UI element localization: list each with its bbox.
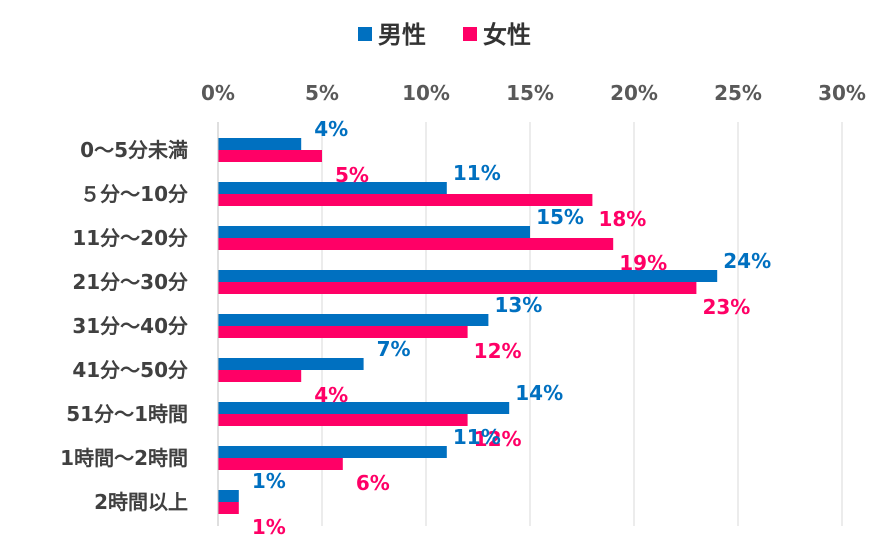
- category-label: 1時間～2時間: [60, 446, 188, 470]
- category-label: 11分～20分: [72, 226, 188, 250]
- bar-female: [218, 194, 593, 206]
- legend-marker-female: [463, 27, 477, 41]
- x-tick-label: 0%: [201, 81, 235, 105]
- data-label: 4%: [314, 383, 348, 407]
- data-label: 18%: [598, 207, 646, 231]
- data-label: 12%: [474, 427, 522, 451]
- bars: [218, 138, 718, 514]
- bar-female: [218, 326, 468, 338]
- x-tick-label: 25%: [714, 81, 762, 105]
- data-label: 11%: [453, 425, 501, 449]
- bar-female: [218, 370, 302, 382]
- data-label: 1%: [252, 515, 286, 539]
- bar-male: [218, 358, 364, 370]
- bar-female: [218, 282, 697, 294]
- legend: 男性 女性: [358, 21, 531, 49]
- x-tick-label: 15%: [506, 81, 554, 105]
- bar-male: [218, 226, 530, 238]
- x-tick-label: 30%: [818, 81, 866, 105]
- bar-female: [218, 414, 468, 426]
- category-label: 41分～50分: [72, 358, 188, 382]
- legend-label-female: 女性: [483, 21, 531, 49]
- x-tick-label: 10%: [402, 81, 450, 105]
- x-axis-ticks: 0% 5% 10% 15% 20% 25% 30%: [201, 81, 866, 105]
- data-label: 6%: [356, 471, 390, 495]
- data-label: 24%: [723, 249, 771, 273]
- category-label: ５分～10分: [80, 182, 188, 206]
- data-label: 19%: [619, 251, 667, 275]
- category-label: 51分～1時間: [66, 402, 188, 426]
- category-label: 21分～30分: [72, 270, 188, 294]
- bar-male: [218, 490, 239, 502]
- category-labels: 0～5分未満 ５分～10分 11分～20分 21分～30分 31分～40分 41分～50分…: [60, 138, 188, 514]
- data-label: 13%: [494, 293, 542, 317]
- legend-label-male: 男性: [378, 21, 426, 49]
- legend-marker-male: [358, 27, 372, 41]
- data-label: 23%: [702, 295, 750, 319]
- data-label: 14%: [515, 381, 563, 405]
- data-labels: 4%5% 11%18%15%19% 24%23%13%12%7%4% 14%12%11…: [252, 117, 771, 539]
- category-label: 0～5分未満: [80, 138, 188, 162]
- data-label: 1%: [252, 469, 286, 493]
- bar-male: [218, 314, 489, 326]
- x-tick-label: 20%: [610, 81, 658, 105]
- bar-male: [218, 270, 718, 282]
- bar-male: [218, 182, 447, 194]
- bar-male: [218, 446, 447, 458]
- x-tick-label: 5%: [305, 81, 339, 105]
- data-label: 5%: [335, 163, 369, 187]
- bar-female: [218, 458, 343, 470]
- data-label: 7%: [377, 337, 411, 361]
- bar-female: [218, 502, 239, 514]
- data-label: 11%: [453, 161, 501, 185]
- data-label: 4%: [314, 117, 348, 141]
- bar-female: [218, 238, 614, 250]
- data-label: 12%: [474, 339, 522, 363]
- bar-male: [218, 138, 302, 150]
- category-label: 2時間以上: [94, 490, 188, 514]
- bar-male: [218, 402, 510, 414]
- category-label: 31分～40分: [72, 314, 188, 338]
- bar-female: [218, 150, 322, 162]
- data-label: 15%: [536, 205, 584, 229]
